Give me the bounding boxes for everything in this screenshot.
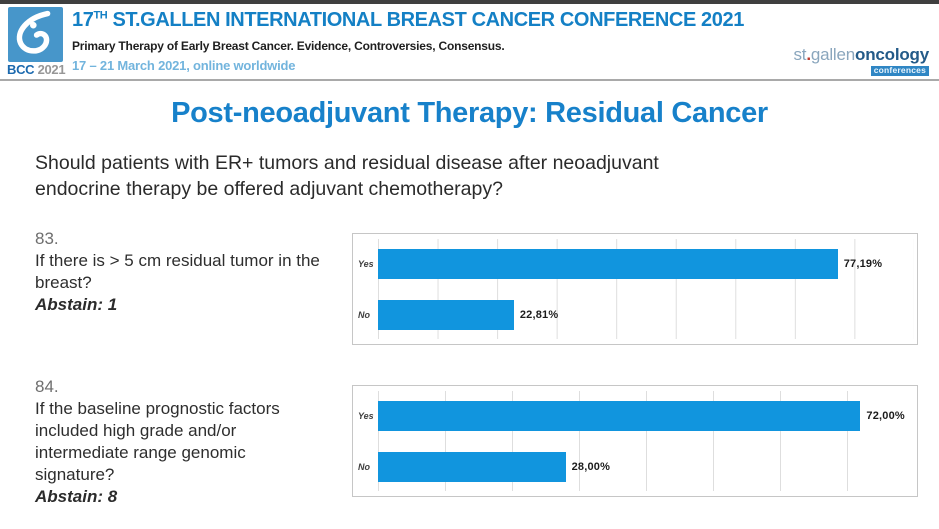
bar-value-label: 72,00% [866, 410, 905, 422]
brand-oncology: oncology [855, 45, 929, 64]
main-question-line1: Should patients with ER+ tumors and resi… [35, 152, 659, 174]
bcc-logo-icon [16, 10, 51, 54]
header-divider [0, 79, 939, 81]
brand-conferences-wrap: conferences [793, 61, 929, 78]
stgallen-oncology-logo: st.gallenoncology conferences [793, 46, 929, 78]
bar-value-label: 77,19% [843, 258, 883, 270]
chart-row-yes: Yes 77,19% [353, 249, 917, 279]
bar-category-label: Yes [358, 259, 374, 269]
bar-track: 22,81% [378, 300, 917, 330]
main-question: Should patients with ER+ tumors and resi… [35, 151, 865, 203]
conference-title: 17TH ST.GALLEN INTERNATIONAL BREAST CANC… [72, 9, 744, 32]
brand-gallen: gallen [810, 45, 856, 64]
poll-84-text: 84. If the baseline prognostic factors i… [35, 376, 320, 509]
conference-title-ordinal: TH [93, 9, 108, 22]
bar-category-label: No [358, 462, 370, 472]
conference-dates: 17 – 21 March 2021, online worldwide [72, 58, 296, 73]
conference-title-number: 17 [72, 9, 94, 31]
bar-category-label: Yes [358, 411, 374, 421]
poll-83-number: 83. [35, 229, 59, 248]
bar-track: 72,00% [378, 401, 917, 431]
chart-rows: Yes 72,00% No 28,00% [353, 386, 917, 496]
bcc-logo [8, 7, 63, 62]
slide-title: Post-neoadjuvant Therapy: Residual Cance… [171, 97, 768, 129]
chart-row-no: No 22,81% [353, 300, 917, 330]
bar [378, 300, 514, 330]
bar-track: 77,19% [378, 249, 917, 279]
bar [378, 401, 861, 431]
bcc-label: BCC [7, 62, 35, 77]
bar-value-label: 28,00% [571, 461, 611, 473]
poll-83-question: If there is > 5 cm residual tumor in the… [35, 251, 320, 293]
poll-83-text: 83. If there is > 5 cm residual tumor in… [35, 228, 340, 316]
poll-83-bar-chart: Yes 77,19% No 22,81% [352, 233, 918, 345]
stgallen-oncology-wordmark: st.gallenoncology [793, 46, 929, 64]
brand-st: st [793, 45, 807, 64]
bar [378, 249, 838, 279]
bar-value-label: 22,81% [519, 309, 559, 321]
poll-84-bar-chart: Yes 72,00% No 28,00% [352, 385, 918, 497]
brand-dot: . [806, 45, 811, 64]
poll-84-abstain: Abstain: 8 [35, 487, 118, 507]
chart-row-yes: Yes 72,00% [353, 401, 917, 431]
chart-rows: Yes 77,19% No 22,81% [353, 234, 917, 344]
poll-84-number: 84. [35, 377, 59, 396]
bar-category-label: No [358, 310, 370, 320]
poll-83-abstain: Abstain: 1 [35, 295, 118, 315]
conference-subtitle: Primary Therapy of Early Breast Cancer. … [72, 39, 505, 53]
poll-84-question: If the baseline prognostic factors inclu… [35, 399, 280, 485]
top-border-strip [0, 0, 939, 4]
brand-conferences: conferences [870, 65, 929, 76]
bcc-year-label: 2021 [34, 62, 66, 77]
bar [378, 452, 566, 482]
conference-title-text: ST.GALLEN INTERNATIONAL BREAST CANCER CO… [107, 9, 744, 31]
bar-track: 28,00% [378, 452, 917, 482]
main-question-line2: endocrine therapy be offered adjuvant ch… [35, 177, 503, 200]
bcc-logo-caption: BCC 2021 [7, 62, 66, 77]
chart-row-no: No 28,00% [353, 452, 917, 482]
